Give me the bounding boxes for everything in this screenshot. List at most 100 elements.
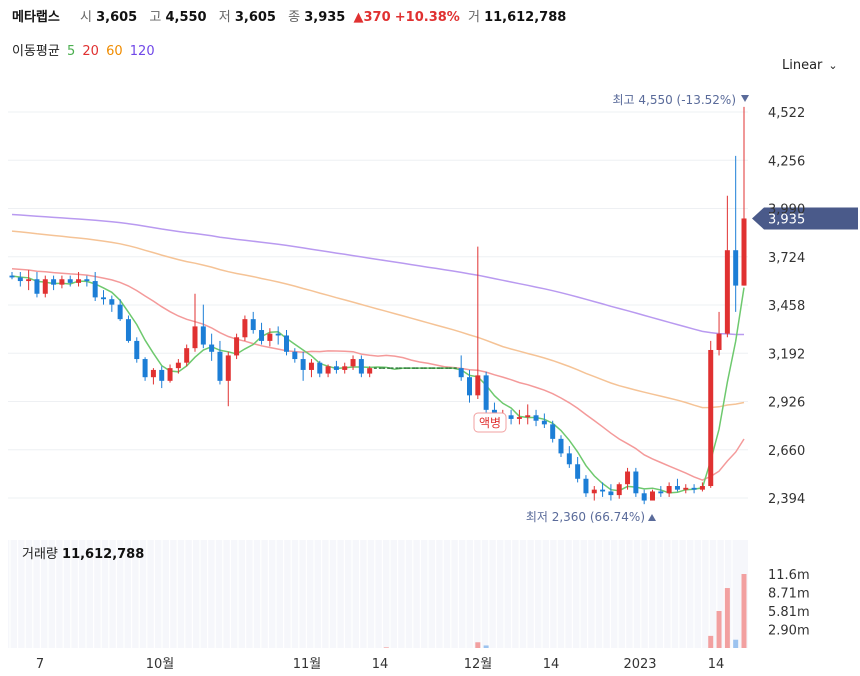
candle xyxy=(250,319,256,331)
ma-legend-title: 이동평균 xyxy=(12,44,60,59)
candle xyxy=(9,275,15,278)
candle xyxy=(641,493,647,501)
candle xyxy=(209,344,215,352)
high-label: 고 xyxy=(149,10,162,25)
volume-label-value: 11,612,788 xyxy=(62,547,145,562)
ma5-line xyxy=(11,275,745,494)
candle xyxy=(142,359,148,378)
candle xyxy=(558,438,564,454)
candle xyxy=(51,279,57,285)
candle xyxy=(134,340,140,360)
candle xyxy=(708,349,714,487)
x-tick-label: 14 xyxy=(543,657,560,672)
candle xyxy=(317,362,323,374)
x-tick-label: 7 xyxy=(36,657,44,672)
candle xyxy=(175,362,181,369)
open-value: 3,605 xyxy=(96,10,138,25)
close-label: 종 xyxy=(288,10,301,25)
candle xyxy=(67,279,73,283)
y-tick-label: 3,724 xyxy=(768,251,805,266)
candle xyxy=(741,218,747,286)
candle xyxy=(200,326,206,345)
candle xyxy=(225,355,231,381)
ma20-line xyxy=(11,268,745,481)
x-tick-label: 11월 xyxy=(293,657,322,672)
candle xyxy=(150,369,156,378)
candle xyxy=(333,366,339,370)
candle xyxy=(724,250,730,334)
candle xyxy=(458,368,464,378)
candle xyxy=(117,304,123,320)
high-annotation: 최고 4,550 (-13.52%) xyxy=(612,93,736,107)
candle xyxy=(699,486,705,490)
y-tick-label: 2,660 xyxy=(768,444,805,459)
y-tick-label: 4,522 xyxy=(768,106,805,121)
candle xyxy=(525,415,531,418)
candle xyxy=(566,453,572,465)
volume-bar xyxy=(716,611,722,648)
volume-tick-label: 2.90m xyxy=(768,624,810,639)
candle xyxy=(109,299,115,305)
event-label: 액병 xyxy=(479,416,501,430)
volume-bar xyxy=(733,639,739,648)
candle xyxy=(192,326,198,349)
event-label-box xyxy=(473,412,507,433)
scale-dropdown[interactable]: Linear ⌄ xyxy=(782,58,838,73)
y-tick-label: 2,394 xyxy=(768,492,805,507)
volume-tick-label: 5.81m xyxy=(768,605,810,620)
candle xyxy=(92,281,98,298)
candle xyxy=(733,250,739,286)
candle xyxy=(591,489,597,494)
change-percent: +10.38% xyxy=(394,10,460,25)
close-value: 3,935 xyxy=(304,10,346,25)
candle xyxy=(167,368,173,381)
candle xyxy=(608,491,614,496)
y-tick-label: 3,458 xyxy=(768,299,805,314)
x-tick-label: 2023 xyxy=(623,657,656,672)
candle xyxy=(541,420,547,425)
low-value: 3,605 xyxy=(234,10,276,25)
volume-bar xyxy=(483,645,489,648)
candle xyxy=(17,277,23,282)
volume-label-text: 거래량 xyxy=(22,547,58,562)
volume-bar xyxy=(383,647,389,648)
candle xyxy=(616,484,622,496)
candle xyxy=(101,297,106,300)
candle xyxy=(184,348,190,363)
ma120-legend: 120 xyxy=(129,44,155,59)
chevron-down-icon: ⌄ xyxy=(828,59,838,72)
candle xyxy=(600,489,606,492)
candle xyxy=(633,471,639,494)
x-tick-label: 10월 xyxy=(146,657,175,672)
volume-bar xyxy=(708,635,714,648)
candle xyxy=(76,279,82,283)
candle xyxy=(467,377,472,396)
candle xyxy=(59,279,65,285)
ma60-legend: 60 xyxy=(106,44,123,59)
high-value: 4,550 xyxy=(165,10,207,25)
candle xyxy=(533,415,539,421)
volume-label: 거래량 11,612,788 xyxy=(22,543,144,562)
candle xyxy=(284,335,289,352)
candle xyxy=(34,279,40,294)
volume-bar xyxy=(741,574,747,648)
volume-header-value: 11,612,788 xyxy=(484,10,567,25)
stock-name: 메타랩스 xyxy=(12,10,60,25)
scale-label: Linear xyxy=(782,58,823,73)
ma60-line xyxy=(11,230,745,409)
candle xyxy=(275,333,281,336)
volume-header-label: 거 xyxy=(467,10,480,25)
candle xyxy=(300,359,306,370)
x-tick-label: 14 xyxy=(372,657,389,672)
candle xyxy=(242,319,248,338)
candle xyxy=(475,375,481,396)
volume-bar xyxy=(475,642,481,648)
candle xyxy=(350,359,356,367)
candle xyxy=(84,279,90,282)
quote-header: 메타랩스 시 3,605 고 4,550 저 3,605 종 3,935 ▲37… xyxy=(12,6,570,25)
candle xyxy=(516,417,522,419)
candle xyxy=(716,333,722,350)
low-label: 저 xyxy=(218,10,231,25)
candle xyxy=(267,333,273,341)
